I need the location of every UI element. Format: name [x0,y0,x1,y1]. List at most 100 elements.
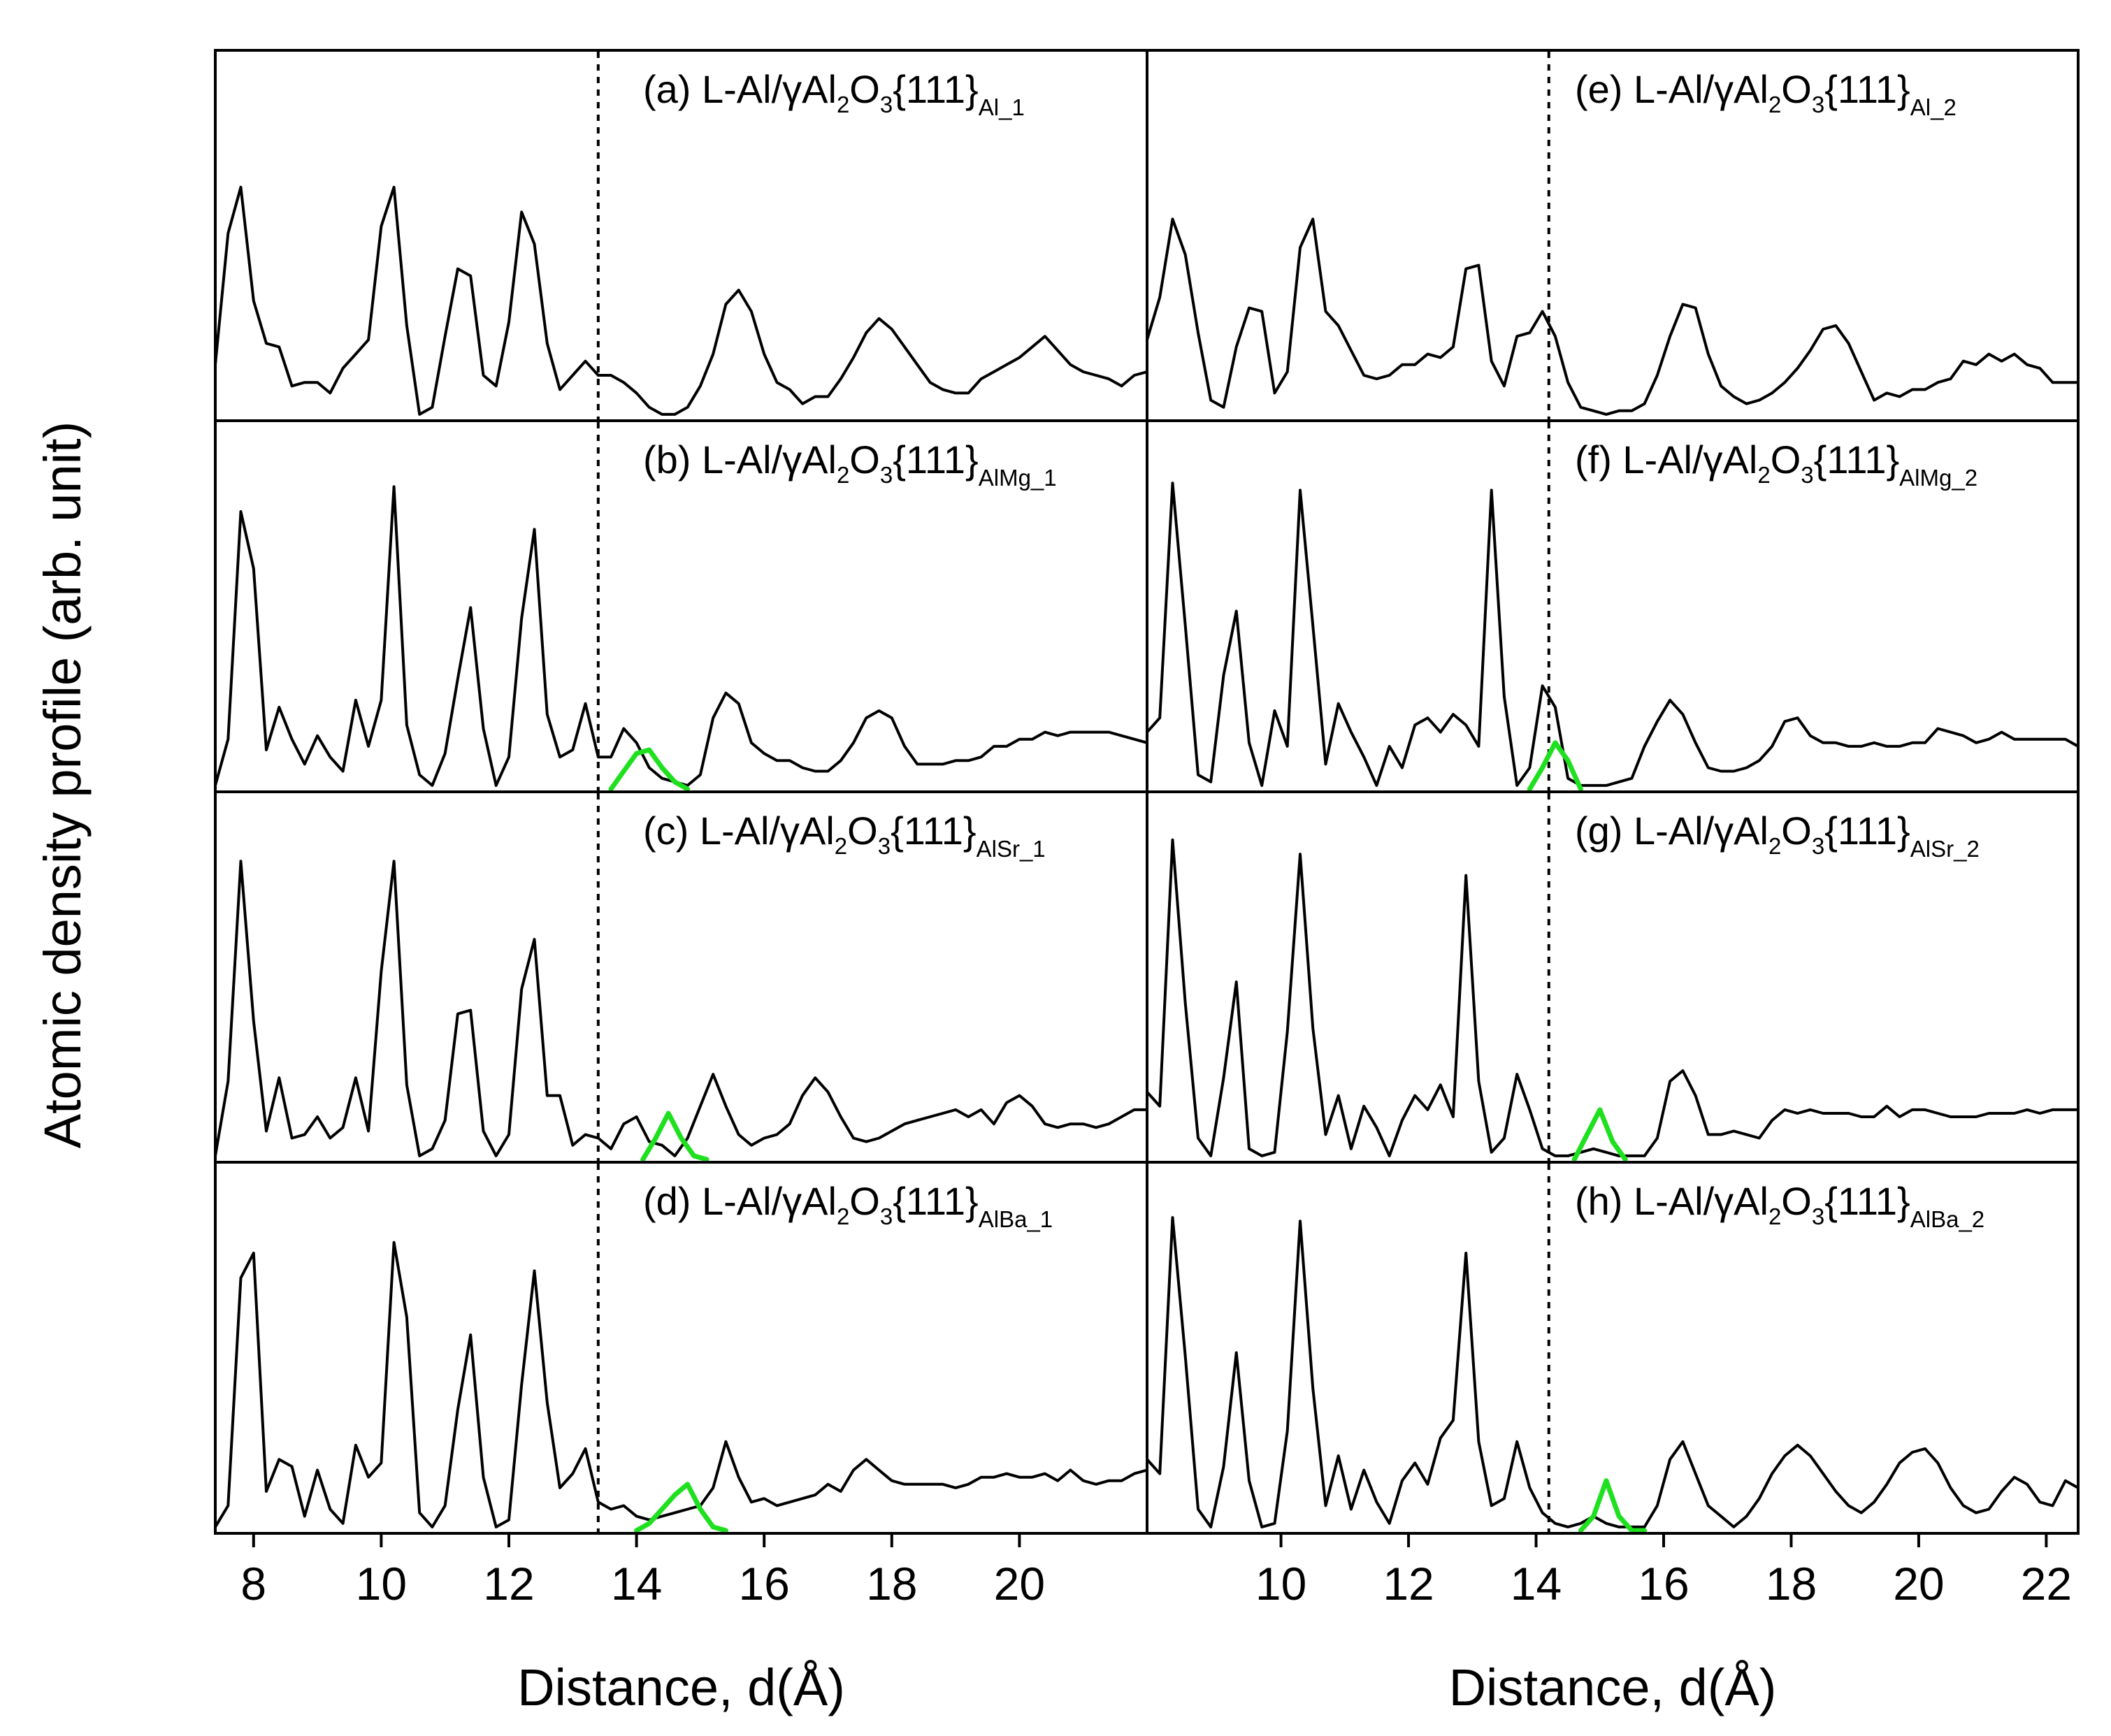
panel-label-g: (g) L-Al/γAl2O3{111}AlSr_2 [1575,809,1980,862]
x-tick-label: 14 [1511,1558,1562,1610]
panel-label-label-end: {111} [893,437,979,482]
x-tick-label: 18 [1766,1558,1817,1610]
panel-label-label-mid: O [847,809,878,853]
series-total-density-line [1148,838,2077,1157]
panel-f: (f) L-Al/γAl2O3{111}AlMg_2 [1146,419,2080,793]
panel-label-label-sub1: 2 [837,1203,849,1229]
panel-label-f: (f) L-Al/γAl2O3{111}AlMg_2 [1575,437,1977,491]
x-tick-label: 12 [1383,1558,1434,1610]
panel-label-label-sub1: 2 [837,92,849,117]
series-total-density-line [217,185,1146,416]
x-tick-label: 10 [1255,1558,1306,1610]
panel-label-label-sub2: 3 [880,462,893,488]
panel-label-label-sub2: 3 [1801,462,1813,488]
panel-label-label: (g) L-Al/γAl [1575,809,1768,853]
x-tick-label: 20 [994,1558,1045,1610]
panel-e: (e) L-Al/γAl2O3{111}Al_2 [1146,49,2080,422]
panel-label-label-sub3: AlMg_1 [979,465,1057,491]
panel-label-label: (d) L-Al/γAl [643,1179,837,1223]
series-total-density-line [1148,1216,2077,1528]
x-tick-label: 18 [866,1558,917,1610]
panel-label-label-end: {111} [1824,67,1910,111]
x-tick-label: 10 [356,1558,407,1610]
panel-label-label: (b) L-Al/γAl [643,437,837,482]
series-total-density-line [217,860,1146,1157]
panel-label-label-end: {111} [1824,809,1910,853]
panel-label-d: (d) L-Al/γAl2O3{111}AlBa_1 [643,1179,1053,1232]
panel-label-label-sub1: 2 [1757,462,1770,488]
panel-label-label-sub2: 3 [880,92,893,117]
panel-label-label-sub2: 3 [1812,1203,1824,1229]
panel-label-label-sub3: AlBa_2 [1910,1206,1984,1232]
panel-label-h: (h) L-Al/γAl2O3{111}AlBa_2 [1575,1179,1984,1232]
panel-g: (g) L-Al/γAl2O3{111}AlSr_2 [1146,790,2080,1164]
panel-label-label: (c) L-Al/γAl [643,809,835,853]
panel-label-label-sub1: 2 [1768,1203,1781,1229]
x-tick-label: 16 [738,1558,789,1610]
panel-label-label: (a) L-Al/γAl [643,67,837,111]
x-axis-2: 10 12 14 16 18 20 22 Distance, d(Å) [1255,1533,2072,1716]
panel-label-label-sub3: AlMg_2 [1899,465,1977,491]
y-axis-label: Atomic density profile (arb. unit) [34,421,92,1149]
panel-d: (d) L-Al/γAl2O3{111}AlBa_1 [214,1161,1148,1535]
series-mg-line [1527,740,1583,790]
panel-label-label-mid: O [1781,67,1812,111]
panels-layer: (a) L-Al/γAl2O3{111}Al_1(b) L-Al/γAl2O3{… [214,49,2080,1535]
panel-label-label-sub3: AlSr_1 [977,836,1046,862]
panel-label-label-sub1: 2 [835,833,847,859]
x-tick-label: 20 [1893,1558,1944,1610]
panel-h: (h) L-Al/γAl2O3{111}AlBa_2 [1146,1161,2080,1535]
panel-label-label-sub2: 3 [880,1203,893,1229]
panel-label-label-sub2: 3 [1812,92,1824,117]
panel-label-b: (b) L-Al/γAl2O3{111}AlMg_1 [643,437,1057,491]
panel-b: (b) L-Al/γAl2O3{111}AlMg_1 [214,419,1148,793]
panel-label-label-mid: O [1781,1179,1812,1223]
x-axis-label: Distance, d(Å) [1449,1658,1777,1716]
panel-label-e: (e) L-Al/γAl2O3{111}Al_2 [1575,67,1957,120]
panel-label-label-end: {111} [893,1179,979,1223]
x-tick-label: 8 [240,1558,266,1610]
panel-label-label-mid: O [1771,437,1801,482]
panel-label-label-sub2: 3 [878,833,891,859]
panel-label-label-mid: O [849,67,880,111]
x-tick-label: 12 [483,1558,534,1610]
axes-layer: 8 10 12 14 16 18 20 Distance, d(Å) 10 12 14 16 18 20 2… [240,1533,2072,1716]
panel-frame [1146,1161,2080,1535]
panel-label-label-sub2: 3 [1812,833,1824,859]
x-axis-label: Distance, d(Å) [517,1658,845,1716]
panel-label-label-end: {111} [893,67,979,111]
panel-label-label-end: {111} [1824,1179,1910,1223]
panel-label-c: (c) L-Al/γAl2O3{111}AlSr_1 [643,809,1046,862]
panel-label-label-sub1: 2 [1768,92,1781,117]
panel-label-label-mid: O [849,1179,880,1223]
series-ba-line [1578,1478,1648,1532]
panel-label-label-sub3: Al_1 [979,94,1025,120]
panel-label-label-sub3: AlBa_1 [979,1206,1053,1232]
panel-label-label-sub1: 2 [1768,833,1781,859]
series-sr-line [640,1111,709,1161]
x-tick-label: 22 [2021,1558,2072,1610]
panel-c: (c) L-Al/γAl2O3{111}AlSr_1 [214,790,1148,1164]
panel-label-label: (h) L-Al/γAl [1575,1179,1768,1223]
panel-label-label-mid: O [1781,809,1812,853]
series-total-density-line [217,1240,1146,1528]
series-mg-line [608,747,691,790]
panel-label-a: (a) L-Al/γAl2O3{111}Al_1 [643,67,1025,120]
panel-label-label-sub1: 2 [837,462,849,488]
panel-label-label: (f) L-Al/γAl [1575,437,1757,482]
series-sr-line [1571,1107,1628,1161]
series-total-density-line [1148,482,2077,787]
panel-label-label-end: {111} [1814,437,1900,482]
x-axis-1: 8 10 12 14 16 18 20 Distance, d(Å) [240,1533,1045,1716]
panel-label-label: (e) L-Al/γAl [1575,67,1768,111]
panel-label-label-end: {111} [891,809,977,853]
panel-label-label-sub3: AlSr_2 [1910,836,1980,862]
panel-label-label-sub3: Al_2 [1910,94,1957,120]
series-total-density-line [217,485,1146,787]
panel-label-label-mid: O [849,437,880,482]
panel-a: (a) L-Al/γAl2O3{111}Al_1 [214,49,1148,422]
x-tick-label: 16 [1638,1558,1689,1610]
series-ba-line [634,1482,728,1532]
